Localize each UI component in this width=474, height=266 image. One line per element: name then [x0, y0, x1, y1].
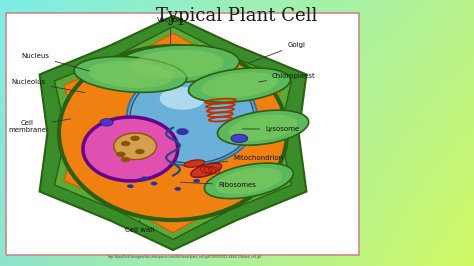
Circle shape — [193, 179, 200, 183]
Polygon shape — [64, 33, 282, 233]
Polygon shape — [55, 27, 292, 239]
Ellipse shape — [116, 45, 239, 83]
Ellipse shape — [216, 168, 282, 194]
Circle shape — [130, 136, 140, 141]
Text: Nucleolus: Nucleolus — [11, 80, 85, 93]
Ellipse shape — [229, 115, 297, 141]
Ellipse shape — [204, 163, 293, 199]
Text: Chloroplaest: Chloroplaest — [259, 73, 316, 82]
Ellipse shape — [201, 72, 278, 98]
Ellipse shape — [189, 68, 290, 102]
Ellipse shape — [114, 133, 156, 160]
Circle shape — [116, 152, 126, 157]
Ellipse shape — [88, 61, 173, 88]
Text: http://bjartCellularorganellas.wikispaces.com/file/view/plant_cell.gif/199092022: http://bjartCellularorganellas.wikispace… — [108, 255, 262, 259]
Circle shape — [174, 187, 181, 191]
Text: Ribosomes: Ribosomes — [181, 182, 256, 188]
Ellipse shape — [74, 57, 187, 92]
Circle shape — [100, 119, 113, 126]
Circle shape — [176, 128, 189, 135]
Circle shape — [135, 149, 145, 154]
Text: Vacuole: Vacuole — [157, 17, 184, 44]
Text: Cell wall: Cell wall — [125, 219, 155, 233]
Circle shape — [141, 176, 148, 180]
Circle shape — [127, 184, 134, 188]
Ellipse shape — [127, 68, 257, 166]
Text: Lysosome: Lysosome — [242, 126, 299, 132]
Ellipse shape — [59, 46, 287, 220]
Ellipse shape — [191, 163, 222, 177]
Circle shape — [151, 182, 157, 185]
FancyBboxPatch shape — [6, 13, 359, 255]
Ellipse shape — [184, 160, 205, 167]
Polygon shape — [40, 16, 306, 250]
Text: Golgi: Golgi — [249, 42, 305, 63]
Text: Cell
membrane: Cell membrane — [9, 119, 71, 133]
Ellipse shape — [132, 50, 224, 78]
Text: Typical Plant Cell: Typical Plant Cell — [156, 7, 318, 25]
Text: Nucleus: Nucleus — [21, 53, 90, 71]
Circle shape — [121, 157, 130, 162]
Text: Mitochondrion: Mitochondrion — [209, 155, 283, 163]
Ellipse shape — [218, 110, 309, 145]
Circle shape — [121, 141, 130, 146]
Ellipse shape — [231, 134, 247, 142]
Ellipse shape — [83, 117, 178, 181]
Ellipse shape — [160, 87, 205, 110]
